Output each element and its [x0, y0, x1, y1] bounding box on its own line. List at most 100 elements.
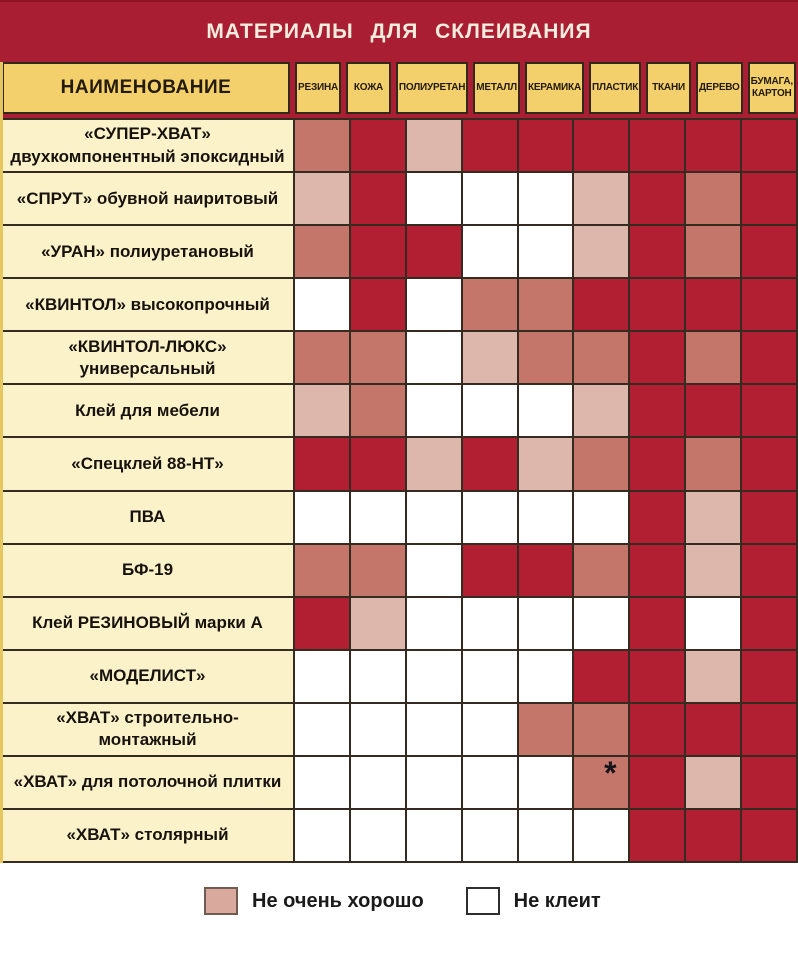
matrix-cell: [686, 332, 741, 384]
matrix-cell: [630, 544, 685, 596]
matrix-cell: [462, 173, 517, 225]
row-label: Клей для мебели: [2, 385, 293, 437]
matrix-cell: [630, 703, 685, 755]
matrix-cell: [350, 597, 405, 649]
matrix-cell: [518, 544, 573, 596]
matrix-cell: [350, 385, 405, 437]
matrix-cell: [295, 438, 349, 490]
matrix-cell: [350, 756, 405, 808]
matrix-cell: [295, 703, 349, 755]
row-label: БФ-19: [2, 544, 293, 596]
matrix-cell: [518, 756, 573, 808]
row-label: «УРАН» полиуретановый: [2, 226, 293, 278]
matrix-cell: [406, 226, 461, 278]
row-label: «СУПЕР-ХВАТ» двухкомпонентный эпоксидный: [2, 120, 293, 172]
matrix-cell: [630, 226, 685, 278]
matrix-cell: [295, 650, 349, 702]
matrix-cell: [295, 544, 349, 596]
matrix-cell: [742, 173, 796, 225]
matrix-cell: [742, 332, 796, 384]
matrix-cell: [350, 703, 405, 755]
matrix-cell: [518, 703, 573, 755]
matrix-cell: [518, 809, 573, 861]
matrix-cell: [406, 597, 461, 649]
row-label: «Спецклей 88-НТ»: [2, 438, 293, 490]
matrix-cell: [462, 809, 517, 861]
matrix-cell: [574, 597, 629, 649]
matrix-cell: [518, 332, 573, 384]
matrix-cell: [406, 173, 461, 225]
row-label: ПВА: [2, 491, 293, 543]
legend-label-no-glue: Не клеит: [513, 889, 601, 912]
matrix-cell: [742, 438, 796, 490]
matrix-cell: [406, 491, 461, 543]
matrix-cell: [742, 385, 796, 437]
matrix-cell-asterisk: *: [574, 756, 629, 808]
matrix-cell: [518, 120, 573, 172]
matrix-cell: [295, 809, 349, 861]
matrix-cell: [742, 226, 796, 278]
matrix-cell: [686, 597, 741, 649]
matrix-cell: [630, 332, 685, 384]
matrix-cell: [295, 332, 349, 384]
matrix-cell: [350, 491, 405, 543]
matrix-cell: [742, 809, 796, 861]
matrix-cell: [686, 650, 741, 702]
matrix-cell: [295, 226, 349, 278]
matrix-cell: [686, 491, 741, 543]
matrix-cell: [518, 491, 573, 543]
matrix-cell: [574, 173, 629, 225]
matrix-cell: [462, 120, 517, 172]
matrix-cell: [462, 544, 517, 596]
matrix-cell: [518, 650, 573, 702]
matrix-cell: [742, 279, 796, 331]
title-banner: МАТЕРИАЛЫ ДЛЯ СКЛЕИВАНИЯ: [0, 0, 798, 62]
matrix-cell: [462, 597, 517, 649]
row-label: «КВИНТОЛ-ЛЮКС» универсальный: [2, 332, 293, 384]
matrix-cell: [295, 120, 349, 172]
glue-compatibility-table: НАИМЕНОВАНИЕ РЕЗИНА КОЖА ПОЛИУРЕТАН МЕТАЛЛ К…: [0, 62, 798, 863]
matrix-cell: [406, 279, 461, 331]
row-label: «ХВАТ» строительно-монтажный: [2, 703, 293, 755]
matrix-cell: [574, 438, 629, 490]
matrix-cell: [350, 173, 405, 225]
column-header: РЕЗИНА: [295, 62, 342, 114]
matrix-cell: [295, 756, 349, 808]
column-header: МЕТАЛЛ: [473, 62, 520, 114]
matrix-cell: [350, 279, 405, 331]
matrix-cell: [574, 120, 629, 172]
matrix-cell: [350, 438, 405, 490]
matrix-cell: [686, 279, 741, 331]
column-header: ПЛАСТИК: [588, 62, 642, 114]
legend: Не очень хорошо Не клеит: [204, 887, 798, 915]
matrix-cell: [518, 597, 573, 649]
matrix-cell: [630, 173, 685, 225]
matrix-grid: «СУПЕР-ХВАТ» двухкомпонентный эпоксидный…: [0, 118, 798, 863]
legend-swatch-not-very-good: [204, 887, 238, 915]
matrix-cell: [574, 226, 629, 278]
matrix-cell: [686, 173, 741, 225]
matrix-cell: [518, 279, 573, 331]
matrix-cell: [574, 332, 629, 384]
column-header: ТКАНИ: [646, 62, 691, 114]
matrix-cell: [574, 544, 629, 596]
matrix-cell: [350, 544, 405, 596]
matrix-cell: [742, 597, 796, 649]
matrix-cell: [350, 650, 405, 702]
matrix-cell: [518, 226, 573, 278]
matrix-cell: [574, 809, 629, 861]
column-header: ПОЛИУРЕТАН: [395, 62, 469, 114]
matrix-cell: [630, 491, 685, 543]
matrix-cell: [406, 650, 461, 702]
matrix-cell: [630, 385, 685, 437]
matrix-cell: [295, 173, 349, 225]
matrix-cell: [350, 120, 405, 172]
row-label: «МОДЕЛИСТ»: [2, 650, 293, 702]
matrix-cell: [742, 491, 796, 543]
matrix-cell: [462, 650, 517, 702]
matrix-cell: [630, 597, 685, 649]
matrix-cell: [742, 120, 796, 172]
row-label: «ХВАТ» для потолочной плитки: [2, 756, 293, 808]
matrix-cell: [295, 491, 349, 543]
